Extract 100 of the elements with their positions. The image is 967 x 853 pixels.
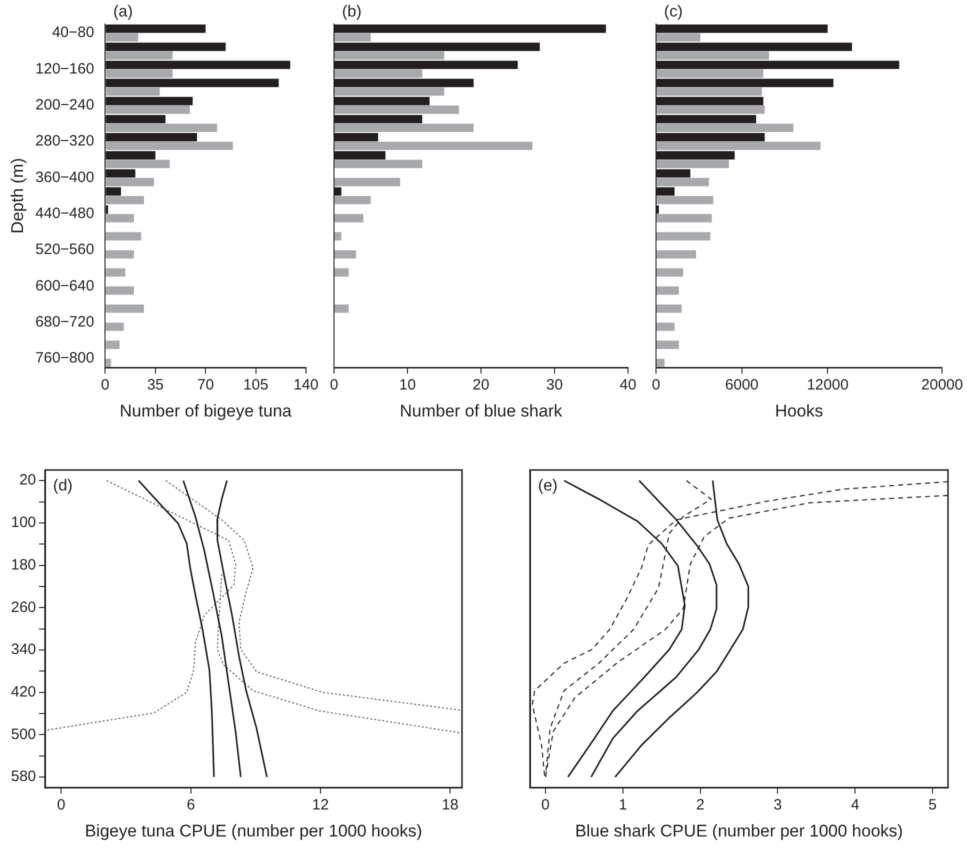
x-tick-label: 0 xyxy=(101,376,110,394)
bar xyxy=(106,106,190,114)
bar xyxy=(656,286,679,295)
bar xyxy=(334,87,444,96)
bar xyxy=(656,33,700,42)
bar xyxy=(106,250,134,259)
y-tick-label: 580 xyxy=(10,768,36,786)
bar xyxy=(106,69,173,78)
x-tick-label: 0 xyxy=(57,796,66,814)
bar xyxy=(106,214,134,222)
x-axis-title: Number of blue shark xyxy=(400,401,563,420)
y-tick-label: 680−720 xyxy=(35,314,94,331)
bar xyxy=(334,33,371,42)
bar xyxy=(656,214,712,222)
x-tick-label: 20000 xyxy=(921,376,964,394)
bar xyxy=(334,124,474,132)
bar xyxy=(334,160,422,168)
x-tick-label: 6000 xyxy=(725,376,759,394)
line-series xyxy=(165,480,462,711)
bar xyxy=(106,358,111,368)
bar xyxy=(656,250,696,259)
bar xyxy=(334,196,371,204)
bar xyxy=(656,232,710,240)
y-tick-label: 360−400 xyxy=(35,168,94,186)
chart-title: (c) xyxy=(664,3,683,20)
x-tick-label: 3 xyxy=(774,796,782,814)
bar xyxy=(106,33,138,42)
chart-title: (b) xyxy=(342,3,362,20)
chart-title: (e) xyxy=(538,477,558,494)
y-tick-label: 280−320 xyxy=(35,132,94,150)
x-tick-label: 10 xyxy=(399,376,416,394)
y-tick-label: 420 xyxy=(10,683,36,700)
y-tick-label: 500 xyxy=(10,726,36,743)
x-tick-label: 140 xyxy=(293,376,319,394)
bar xyxy=(106,232,142,240)
bar xyxy=(106,124,218,132)
bar xyxy=(334,51,444,60)
bar xyxy=(334,232,342,240)
x-axis-title: Blue shark CPUE (number per 1000 hooks) xyxy=(575,821,903,840)
bar xyxy=(106,286,134,295)
x-tick-label: 1 xyxy=(618,796,628,814)
bar xyxy=(656,142,821,150)
y-tick-label: 440−480 xyxy=(35,205,94,222)
bar xyxy=(106,87,160,96)
x-tick-label: 20 xyxy=(472,376,490,394)
y-tick-label: 600−640 xyxy=(35,277,94,294)
bar xyxy=(106,340,120,349)
x-tick-label: 4 xyxy=(850,796,860,814)
bar xyxy=(106,304,144,313)
bar xyxy=(656,51,770,60)
bar xyxy=(656,322,675,331)
y-tick-label: 40−80 xyxy=(52,24,94,42)
x-tick-label: 6 xyxy=(186,796,196,814)
y-tick-label: 520−560 xyxy=(35,241,94,258)
y-tick-label: 760−800 xyxy=(35,350,94,367)
y-tick-label: 20 xyxy=(19,472,36,489)
x-axis-title: Hooks xyxy=(774,401,824,420)
x-axis-title: Number of bigeye tuna xyxy=(120,401,292,420)
bar xyxy=(106,322,124,331)
bar xyxy=(656,87,762,96)
bar xyxy=(656,178,709,186)
x-tick-label: 18 xyxy=(442,796,458,814)
x-axis-title: Bigeye tuna CPUE (number per 1000 hooks) xyxy=(84,821,422,840)
bar xyxy=(656,358,665,368)
bar xyxy=(106,51,173,60)
chart-title: (a) xyxy=(113,3,133,20)
chart-title: (d) xyxy=(53,477,73,494)
x-tick-label: 105 xyxy=(243,376,268,394)
bar xyxy=(656,124,794,132)
bar xyxy=(656,196,714,204)
bar xyxy=(334,142,532,150)
bar xyxy=(334,250,356,259)
bar xyxy=(334,106,459,114)
y-tick-label: 340 xyxy=(10,641,36,658)
x-tick-label: 0 xyxy=(652,376,660,394)
bar xyxy=(334,178,400,186)
y-tick-label: 120−160 xyxy=(35,60,94,78)
bar xyxy=(106,142,233,150)
y-tick-label: 180 xyxy=(10,556,36,574)
y-tick-label: 200−240 xyxy=(35,96,94,114)
x-tick-label: 0 xyxy=(330,376,338,394)
x-tick-label: 35 xyxy=(147,376,164,394)
x-tick-label: 5 xyxy=(928,796,937,814)
bar xyxy=(106,196,144,204)
x-tick-label: 70 xyxy=(197,376,214,394)
y-tick-label: 100 xyxy=(10,514,36,532)
bar xyxy=(106,160,170,168)
bar xyxy=(656,160,729,168)
x-tick-label: 40 xyxy=(620,376,636,394)
bar xyxy=(656,268,684,277)
x-tick-label: 0 xyxy=(541,796,550,814)
bar xyxy=(106,268,126,277)
x-tick-label: 30 xyxy=(546,376,563,394)
bar xyxy=(106,178,154,186)
x-tick-label: 12000 xyxy=(806,376,849,394)
y-axis-title: Depth (m) xyxy=(8,158,27,234)
bar xyxy=(334,69,422,78)
y-tick-label: 260 xyxy=(10,598,36,616)
bar xyxy=(334,214,364,222)
bar xyxy=(656,304,682,313)
